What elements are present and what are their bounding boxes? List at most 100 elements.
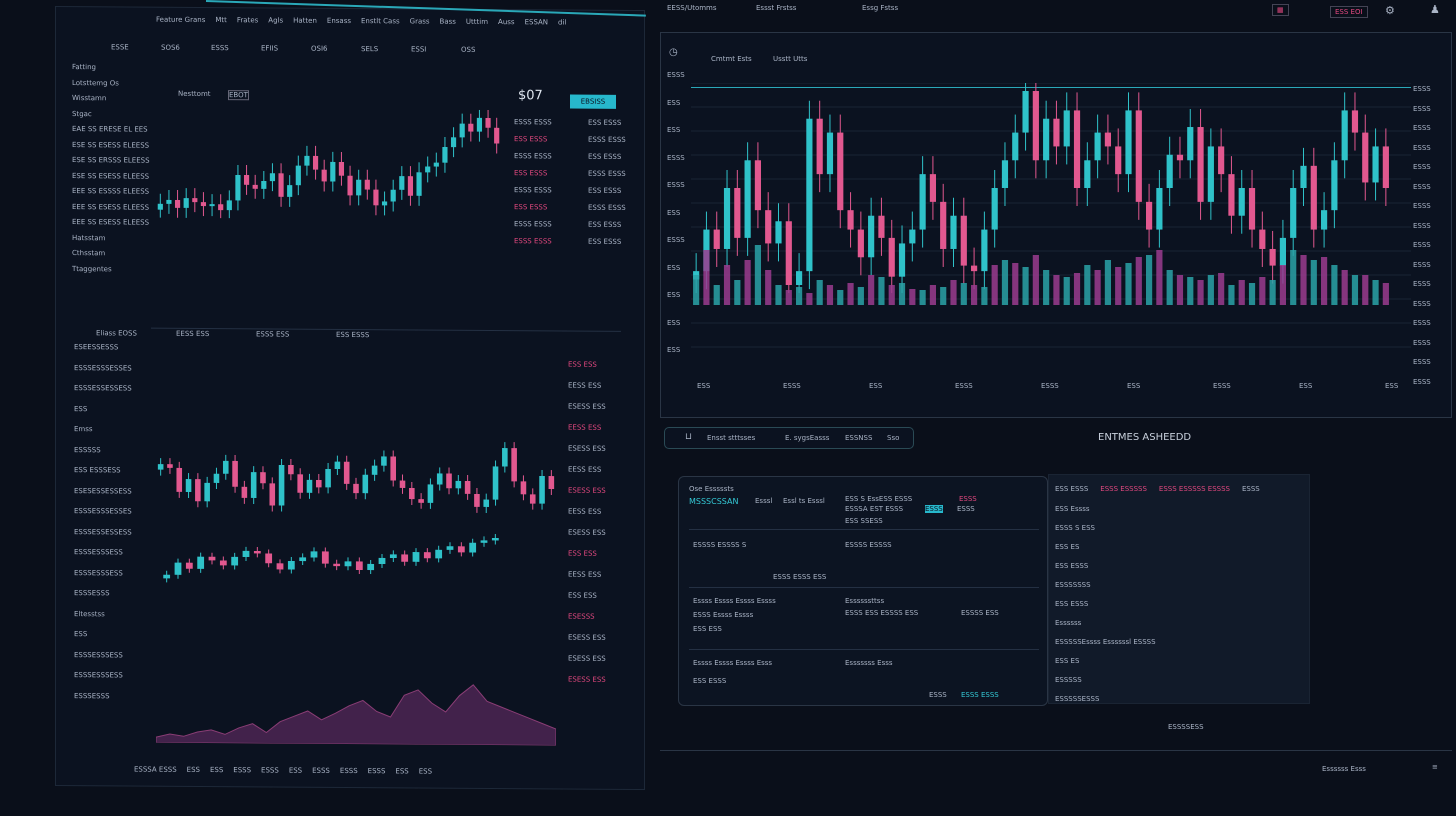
footer-item[interactable]: ESS [209, 766, 224, 775]
watchlist-item[interactable]: EEE SS ESSSS ELEESS [72, 187, 150, 196]
watchlist-item[interactable]: EEE SS ESESS ELEESS [72, 202, 150, 212]
book-row[interactable]: ESSSSSEssss Essssssl ESSSS [1055, 638, 1156, 646]
footer-item[interactable]: ESSS [233, 766, 252, 775]
watchlist-item[interactable]: EEE SS ESESS ELEESS [72, 218, 150, 227]
price-chart-top[interactable] [156, 108, 501, 230]
lower-side-item[interactable]: ESS [74, 630, 88, 639]
footer-item[interactable]: ESSS [339, 766, 358, 776]
price-chart-mid[interactable] [156, 438, 556, 521]
book-row[interactable]: ESSSSSSS [1055, 581, 1091, 589]
toolbar-item[interactable]: SELS [361, 45, 379, 54]
lower-tab[interactable]: ESS ESSS [336, 330, 370, 340]
lower-tab[interactable]: Eliass EOSS [96, 329, 137, 338]
toolbar-item[interactable]: OSI6 [311, 44, 328, 53]
menu-item[interactable]: Utttim [465, 17, 489, 26]
settings-icon[interactable]: ⚙ [1385, 4, 1395, 17]
menu-item[interactable]: Mtt [215, 16, 227, 25]
watchlist-item[interactable]: ESE SS ESESS ELEESS [72, 140, 150, 150]
menu-item[interactable]: Enstlt Cass [361, 17, 400, 26]
menu-icon[interactable]: ≡ [1432, 763, 1438, 771]
lower-side-item[interactable]: ESESESSESSESS [74, 486, 132, 495]
lower-side-item[interactable]: ESSSESSSESS [74, 671, 123, 680]
lower-tab[interactable]: EESS ESS [176, 329, 210, 339]
footer-item[interactable]: ESSS [312, 766, 330, 775]
alerts-icon[interactable]: ▦ [1272, 4, 1289, 16]
top-link[interactable]: Essst Frstss [756, 4, 797, 12]
watchlist-item[interactable]: ESE SS ESESS ELEESS [72, 171, 150, 181]
account-badge[interactable]: ESS EOI [1330, 6, 1368, 18]
lower-side-item[interactable]: ESSSESSSESSES [74, 363, 132, 372]
lower-side-item[interactable]: ESSSESSSESSES [74, 507, 132, 516]
book-row[interactable]: Essssss [1055, 619, 1082, 627]
footer-item[interactable]: ESS [395, 767, 409, 776]
footer-item[interactable]: ESSSA ESSS [134, 765, 177, 774]
main-candlestick-chart[interactable] [691, 83, 1411, 373]
lower-side-item[interactable]: ESSSESSS [74, 589, 110, 598]
book-row[interactable]: ESS ESSS [1055, 600, 1089, 608]
watchlist-item[interactable]: Stgac [72, 109, 92, 118]
menu-item[interactable]: Hatten [293, 16, 317, 25]
top-link[interactable]: Essg Fstss [862, 4, 899, 12]
lower-side-item[interactable]: ESSSESSSESS [74, 548, 123, 557]
menu-item[interactable]: Frates [236, 16, 259, 25]
lower-side-item[interactable]: ESSSESSS [74, 691, 110, 700]
watchlist-item[interactable]: Wisstamn [72, 94, 107, 103]
watchlist-item[interactable]: Ttaggentes [72, 264, 112, 273]
menu-item[interactable]: ESSAN [524, 18, 549, 27]
menu-item[interactable]: Agls [268, 16, 284, 25]
lower-side-item[interactable]: ESSSESSSESS [74, 650, 123, 659]
footer-item[interactable]: ESS [288, 766, 303, 775]
toolbar-item[interactable]: EFIIS [261, 44, 279, 53]
lower-side-item[interactable]: Eltesstss [74, 609, 105, 618]
lower-side-item[interactable]: ESS ESSSESS [74, 466, 121, 475]
submit-secondary-button[interactable]: ESSS ESSS [961, 691, 999, 699]
menu-item[interactable]: Grass [409, 17, 430, 26]
book-row[interactable]: ESSSSS [1055, 676, 1082, 684]
lower-side-item[interactable]: ESSSSS [74, 445, 101, 454]
user-icon[interactable]: ♟ [1430, 3, 1440, 16]
watchlist-item[interactable]: Fatting [72, 63, 96, 72]
watchlist-item[interactable]: Hatsstam [72, 233, 106, 242]
lower-side-item[interactable]: ESEESSESSS [74, 343, 119, 352]
toolbar-item[interactable]: ESSS [211, 44, 229, 53]
lower-tab[interactable]: ESSS ESS [256, 330, 290, 339]
chart-tab-2[interactable]: Usstt Utts [773, 55, 808, 63]
lower-side-item[interactable]: Emss [74, 425, 93, 434]
bottom-link[interactable]: ESSSSESS [1168, 723, 1204, 731]
menu-item[interactable]: Ensass [326, 16, 351, 26]
ticker-name[interactable]: Nesttomt [178, 89, 211, 99]
lower-side-item[interactable]: ESSSESSESSESS [74, 384, 132, 393]
order-bar[interactable]: ⊔ Ensst stttsses E. sygsEasss ESSNSS Sso [664, 427, 914, 449]
toolbar-item[interactable]: OSS [461, 45, 476, 54]
watchlist-item[interactable]: EAE SS ERESE EL EES [72, 125, 148, 134]
submit-button[interactable]: ESSS [929, 691, 947, 699]
book-row[interactable]: ESS Essss [1055, 505, 1090, 513]
footer-item[interactable]: ESS [186, 765, 200, 774]
chart-tab-1[interactable]: Cmtmt Ests [711, 55, 752, 63]
price-chart-low[interactable] [161, 528, 501, 590]
book-row[interactable]: ESSS S ESS [1055, 524, 1095, 532]
buy-button[interactable]: EBSISS [570, 94, 616, 109]
toolbar-item[interactable]: ESSE [111, 43, 129, 52]
toolbar-item[interactable]: SOS6 [161, 43, 180, 52]
footer-item[interactable]: ESSS [367, 767, 386, 776]
book-row[interactable]: ESS ES [1055, 543, 1080, 551]
lower-side-item[interactable]: ESS [74, 404, 88, 413]
book-row[interactable]: ESS ESSS [1055, 562, 1089, 570]
footer-item[interactable]: ESS [418, 767, 433, 776]
footer-item[interactable]: ESSS [261, 766, 279, 775]
menu-item[interactable]: Bass [439, 17, 456, 26]
lower-side-item[interactable]: ESSSESSESSESS [74, 527, 132, 536]
form-pair[interactable]: MSSSCSSAN [689, 497, 739, 506]
lower-side-item[interactable]: ESSSESSSESS [74, 568, 123, 577]
watchlist-item[interactable]: ESE SS ERSSS ELEESS [72, 156, 150, 165]
menu-item[interactable]: Auss [498, 18, 515, 27]
top-link[interactable]: EESS/Utomms [667, 4, 717, 12]
watchlist-item[interactable]: Lotsttemg Os [72, 78, 119, 87]
watchlist-item[interactable]: Cthsstam [72, 249, 106, 258]
menu-item[interactable]: Feature Grans [156, 15, 206, 24]
menu-item[interactable]: dil [558, 18, 567, 27]
book-row[interactable]: ESS ES [1055, 657, 1080, 665]
toolbar-item[interactable]: ESSI [411, 45, 427, 54]
form-row2c[interactable]: ESSS ESSS ESS [773, 573, 827, 581]
